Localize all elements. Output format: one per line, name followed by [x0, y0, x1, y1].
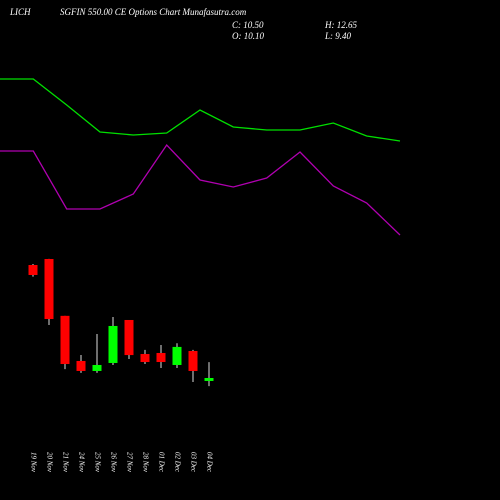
- x-tick-label: 26 Nov: [109, 452, 117, 473]
- high-label: H: 12.65: [324, 20, 357, 30]
- x-tick-label: 01 Dec: [157, 452, 165, 473]
- x-tick-label: 21 Nov: [61, 452, 69, 473]
- x-tick-label: 19 Nov: [29, 452, 37, 473]
- candle-body: [60, 315, 70, 365]
- open-label: O: 10.10: [232, 31, 264, 41]
- candle-body: [204, 378, 214, 381]
- close-label: C: 10.50: [232, 20, 264, 30]
- x-tick-label: 28 Nov: [141, 452, 149, 473]
- x-tick-label: 20 Nov: [45, 452, 53, 473]
- candle-body: [108, 325, 118, 363]
- candle-body: [28, 265, 38, 275]
- x-tick-label: 03 Dec: [189, 452, 197, 473]
- x-tick-label: 25 Nov: [93, 452, 101, 473]
- candle-body: [188, 350, 198, 371]
- x-tick-label: 04 Dec: [205, 452, 213, 473]
- indicator-line: [0, 143, 401, 236]
- candle-body: [92, 364, 102, 371]
- candle-body: [156, 352, 166, 363]
- indicator-line: [0, 78, 401, 142]
- candle-body: [44, 259, 54, 320]
- x-tick-label: 27 Nov: [125, 452, 133, 473]
- chart-title: SGFIN 550.00 CE Options Chart Munafasutr…: [60, 7, 247, 17]
- x-tick-label: 02 Dec: [173, 452, 181, 473]
- candle-body: [76, 360, 86, 371]
- candle-body: [140, 354, 150, 363]
- chart-title-prefix: LICH: [9, 7, 31, 17]
- candle-body: [172, 346, 182, 365]
- candle-body: [124, 319, 134, 356]
- low-label: L: 9.40: [324, 31, 352, 41]
- x-tick-label: 24 Nov: [77, 452, 85, 473]
